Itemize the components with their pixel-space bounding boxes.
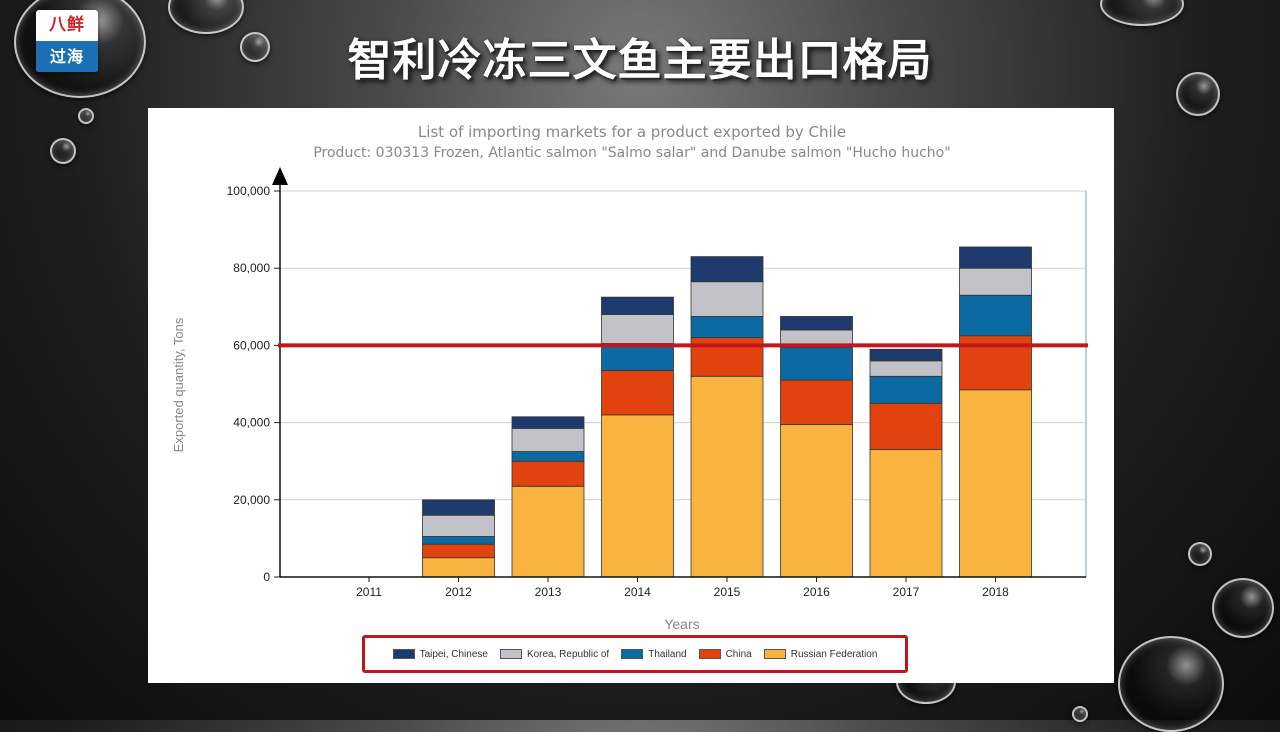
bar-segment <box>869 348 943 362</box>
chart-subtitle: Product: 030313 Frozen, Atlantic salmon … <box>313 145 950 161</box>
brand-logo: 八鲜 过海 <box>36 10 98 72</box>
bar-segment <box>601 296 674 315</box>
bar-segment <box>780 346 853 381</box>
x-tick-label: 2016 <box>803 585 830 599</box>
bar-segment <box>780 316 853 331</box>
slide-title: 智利冷冻三文鱼主要出口格局 <box>347 35 933 86</box>
legend-item: Korea, Republic of <box>499 648 610 660</box>
y-tick-label: 20,000 <box>233 493 270 507</box>
bar-segment <box>422 536 495 545</box>
bubble-decoration <box>78 108 94 124</box>
chart-panel: List of importing markets for a product … <box>148 108 1114 683</box>
legend-swatch <box>499 649 522 659</box>
bar-segment <box>690 256 764 283</box>
x-tick-label: 2013 <box>535 585 562 599</box>
legend-swatch <box>698 649 721 659</box>
bar-segment <box>511 451 585 462</box>
bar-segment <box>601 314 674 344</box>
chart-legend: Taipei, Chinese Korea, Republic of Thailan… <box>362 635 908 673</box>
bubble-decoration <box>1188 542 1212 566</box>
legend-label: Russian Federation <box>790 648 878 660</box>
bar-segment <box>869 375 943 404</box>
legend-swatch <box>621 649 644 659</box>
x-tick-label: 2015 <box>714 585 741 599</box>
bubble-decoration <box>240 32 270 62</box>
bar-segment <box>601 414 674 578</box>
legend-item: Russian Federation <box>763 648 878 660</box>
y-axis-arrow <box>272 167 288 185</box>
x-tick-label: 2014 <box>624 585 651 599</box>
bar-segment <box>690 281 764 317</box>
y-tick-label: 0 <box>263 570 270 584</box>
legend-swatch <box>392 649 415 659</box>
bar-segment <box>959 389 1032 578</box>
stacked-bar-chart: List of importing markets for a product … <box>171 123 1088 632</box>
x-tick-label: 2011 <box>356 585 382 599</box>
y-tick-label: 100,000 <box>227 184 271 198</box>
bar-segment <box>601 370 674 416</box>
legend-item: China <box>698 648 752 660</box>
bubble-decoration <box>1176 72 1220 116</box>
bar-segment <box>511 460 585 487</box>
chart-title: List of importing markets for a product … <box>418 123 846 141</box>
bar-segment <box>511 485 585 578</box>
bubble-decoration <box>1212 578 1274 638</box>
y-tick-label: 80,000 <box>233 261 270 275</box>
legend-item: Taipei, Chinese <box>392 648 488 660</box>
logo-text-bottom: 过海 <box>36 41 98 72</box>
bar-segment <box>422 543 495 559</box>
bar-segment <box>959 294 1032 337</box>
bar-segment <box>601 343 674 371</box>
bubble-decoration <box>1100 0 1184 26</box>
bar-segment <box>690 375 764 578</box>
bar-segment <box>780 424 853 578</box>
bubble-decoration <box>1118 636 1224 732</box>
x-tick-label: 2018 <box>982 585 1009 599</box>
bar-segment <box>690 316 764 339</box>
bar-segment <box>869 449 943 578</box>
bar-segment <box>511 427 585 452</box>
bar-segment <box>869 402 943 451</box>
x-axis-label: Years <box>664 616 699 632</box>
legend-label: Thailand <box>648 648 687 660</box>
legend-swatch <box>763 649 786 659</box>
x-tick-label: 2012 <box>445 585 472 599</box>
bar-segment <box>780 379 853 425</box>
bar-segment <box>422 557 495 578</box>
legend-label: China <box>725 648 752 660</box>
bar-segment <box>422 499 495 516</box>
legend-label: Korea, Republic of <box>526 648 610 660</box>
bar-segment <box>422 514 495 537</box>
bubble-decoration <box>50 138 76 164</box>
bar-segment <box>511 416 585 429</box>
x-tick-label: 2017 <box>893 585 920 599</box>
logo-text-top: 八鲜 <box>49 15 85 35</box>
y-axis-label: Exported quantity, Tons <box>171 317 186 452</box>
bar-segment <box>869 360 943 377</box>
y-tick-label: 60,000 <box>233 338 270 352</box>
bar-segment <box>959 246 1032 269</box>
legend-item: Thailand <box>621 648 687 660</box>
legend-label: Taipei, Chinese <box>419 648 488 660</box>
bar-segment <box>959 267 1032 296</box>
y-tick-label: 40,000 <box>233 416 270 430</box>
